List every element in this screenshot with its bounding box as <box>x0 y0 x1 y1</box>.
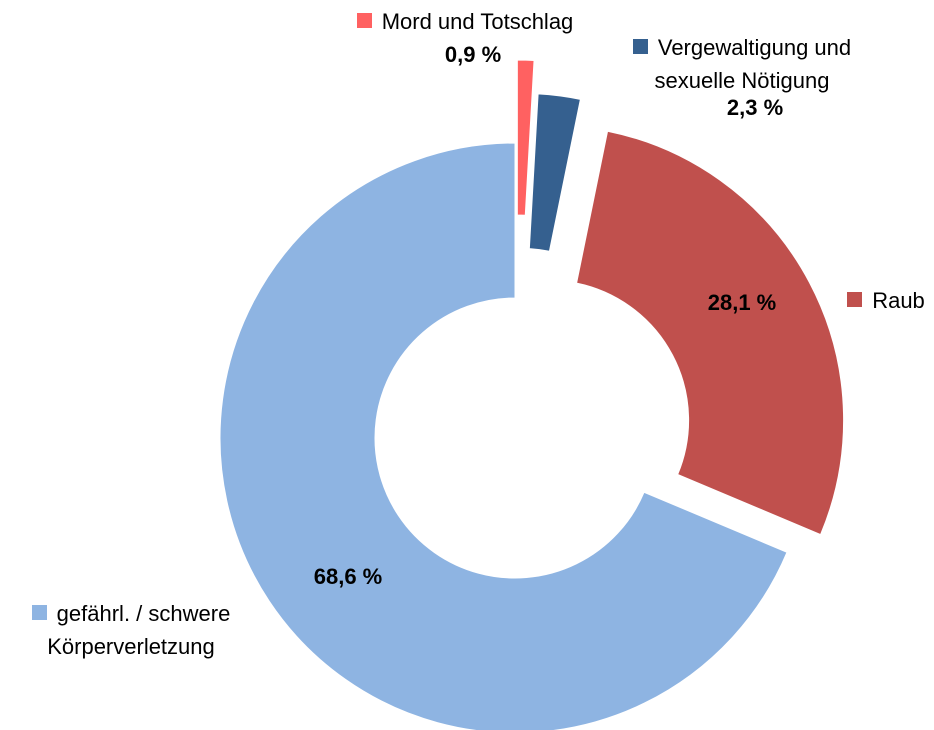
slice <box>516 59 535 216</box>
slice <box>219 142 788 730</box>
legend-item: gefährl. / schwere Körperverletzung <box>10 597 252 663</box>
data-label: 2,3 % <box>726 95 784 120</box>
legend-label: Mord und Totschlag <box>381 9 574 34</box>
legend-swatch <box>847 292 863 307</box>
legend-item: Mord und Totschlag <box>330 5 600 38</box>
data-label: 68,6 % <box>313 564 383 589</box>
legend-item: Vergewaltigung und sexuelle Nötigung <box>608 31 876 97</box>
legend-swatch <box>31 605 47 620</box>
legend-swatch <box>632 39 648 54</box>
legend-label: gefährl. / schwere Körperverletzung <box>47 601 231 659</box>
data-label: 0,9 % <box>444 42 502 67</box>
legend-label: Vergewaltigung und sexuelle Nötigung <box>654 35 852 93</box>
legend-label: Raub <box>872 288 925 313</box>
legend-item: Raub <box>838 284 934 317</box>
slice <box>528 93 581 252</box>
legend-swatch <box>356 13 372 28</box>
data-label: 28,1 % <box>707 290 777 315</box>
slice <box>575 130 845 536</box>
